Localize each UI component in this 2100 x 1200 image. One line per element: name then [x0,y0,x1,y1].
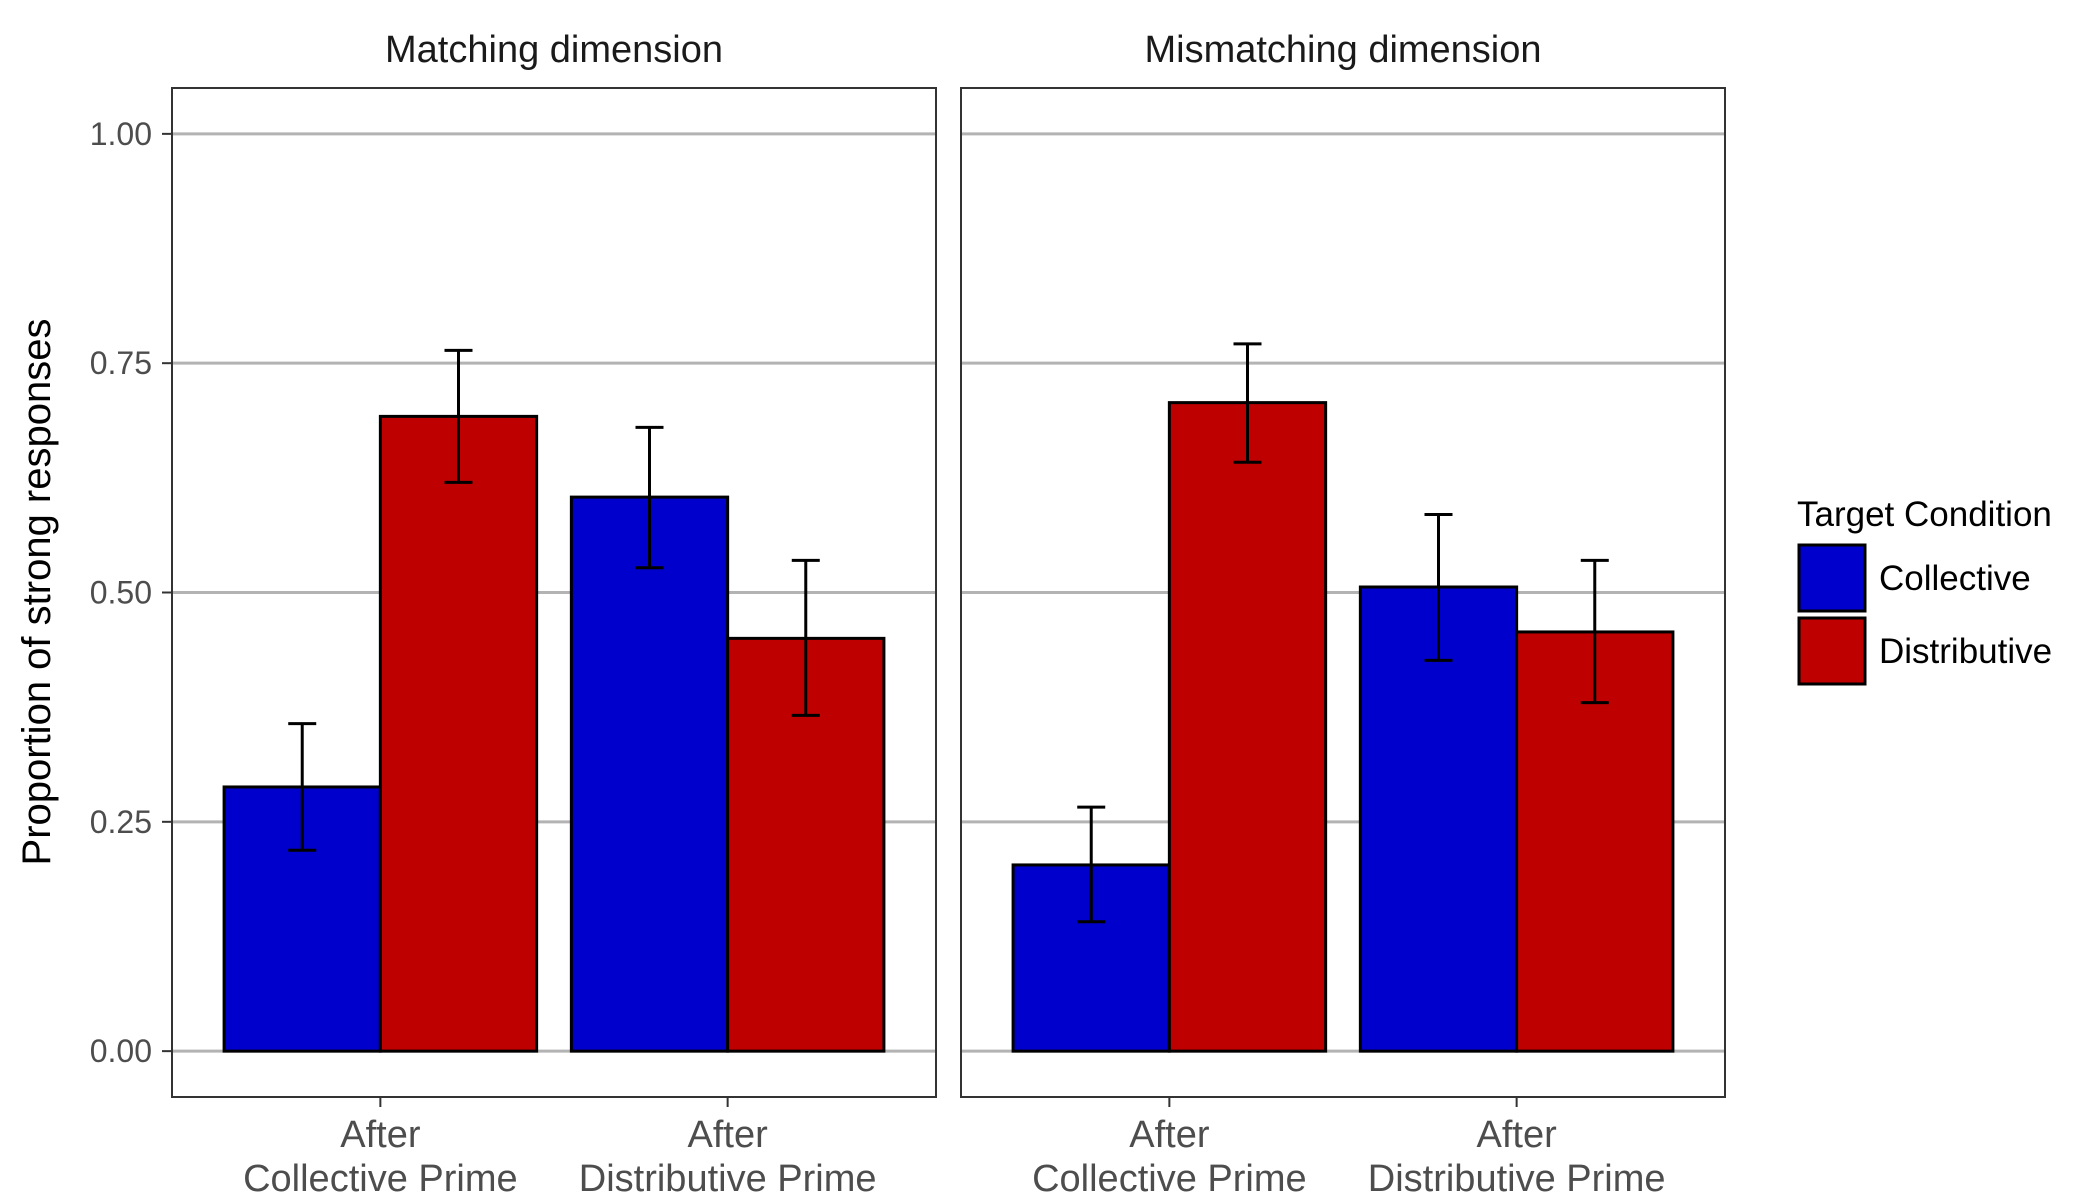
legend-swatch [1797,543,1867,613]
x-tick-label: Distributive Prime [579,1158,877,1200]
bar [378,414,539,1053]
panel-border [960,87,1726,1098]
y-axis-title: Proportion of strong responses [15,319,59,866]
y-tick-label: 0.75 [90,345,152,381]
bar [1358,585,1519,1053]
bar [569,495,730,1053]
x-tick-label: After [1129,1114,1210,1156]
legend-label: Distributive [1879,632,2052,671]
panel-title: Matching dimension [385,29,723,71]
legend-label: Collective [1879,559,2031,598]
legend-swatch [1797,616,1867,686]
y-tick-label: 0.25 [90,804,152,840]
x-tick-label: Collective Prime [1032,1158,1307,1200]
panel-title: Mismatching dimension [1144,29,1541,71]
x-tick-label: Distributive Prime [1368,1158,1666,1200]
x-tick-label: After [688,1114,769,1156]
legend-title: Target Condition [1797,495,2052,534]
x-tick-label: Collective Prime [243,1158,518,1200]
y-tick-label: 0.00 [90,1033,152,1069]
y-tick-label: 1.00 [90,116,152,152]
x-tick-label: After [1477,1114,1558,1156]
x-tick-label: After [340,1114,421,1156]
bar [1167,401,1328,1053]
y-tick-label: 0.50 [90,575,152,611]
